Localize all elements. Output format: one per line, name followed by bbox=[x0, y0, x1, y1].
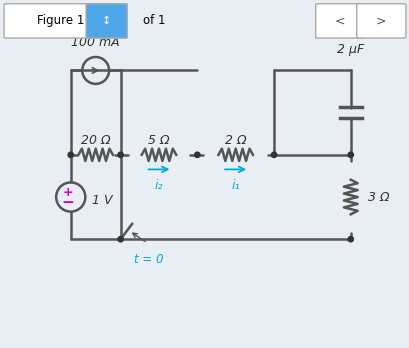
Text: 2 Ω: 2 Ω bbox=[225, 134, 246, 147]
Text: +: + bbox=[62, 186, 73, 199]
Text: −: − bbox=[61, 195, 74, 210]
Text: t = 0: t = 0 bbox=[134, 253, 163, 266]
Text: i₂: i₂ bbox=[154, 179, 163, 192]
Text: <: < bbox=[334, 14, 345, 27]
Text: 1 V: 1 V bbox=[92, 194, 112, 207]
Circle shape bbox=[347, 237, 353, 242]
Circle shape bbox=[194, 152, 200, 158]
FancyBboxPatch shape bbox=[315, 4, 364, 38]
Text: 3 Ω: 3 Ω bbox=[367, 190, 389, 204]
FancyBboxPatch shape bbox=[86, 4, 127, 38]
Text: of 1: of 1 bbox=[143, 14, 166, 27]
Circle shape bbox=[68, 152, 73, 158]
Text: ↕: ↕ bbox=[102, 16, 111, 26]
Circle shape bbox=[118, 152, 123, 158]
Circle shape bbox=[118, 237, 123, 242]
Text: 100 mA: 100 mA bbox=[71, 36, 120, 49]
FancyBboxPatch shape bbox=[356, 4, 405, 38]
Circle shape bbox=[347, 152, 353, 158]
FancyBboxPatch shape bbox=[4, 4, 127, 38]
Text: >: > bbox=[375, 14, 386, 27]
Text: Figure 1: Figure 1 bbox=[37, 14, 84, 27]
Text: 20 Ω: 20 Ω bbox=[81, 134, 110, 147]
Text: i₁: i₁ bbox=[231, 179, 239, 192]
Text: 2 μF: 2 μF bbox=[336, 43, 364, 56]
Text: 5 Ω: 5 Ω bbox=[148, 134, 169, 147]
Circle shape bbox=[271, 152, 276, 158]
